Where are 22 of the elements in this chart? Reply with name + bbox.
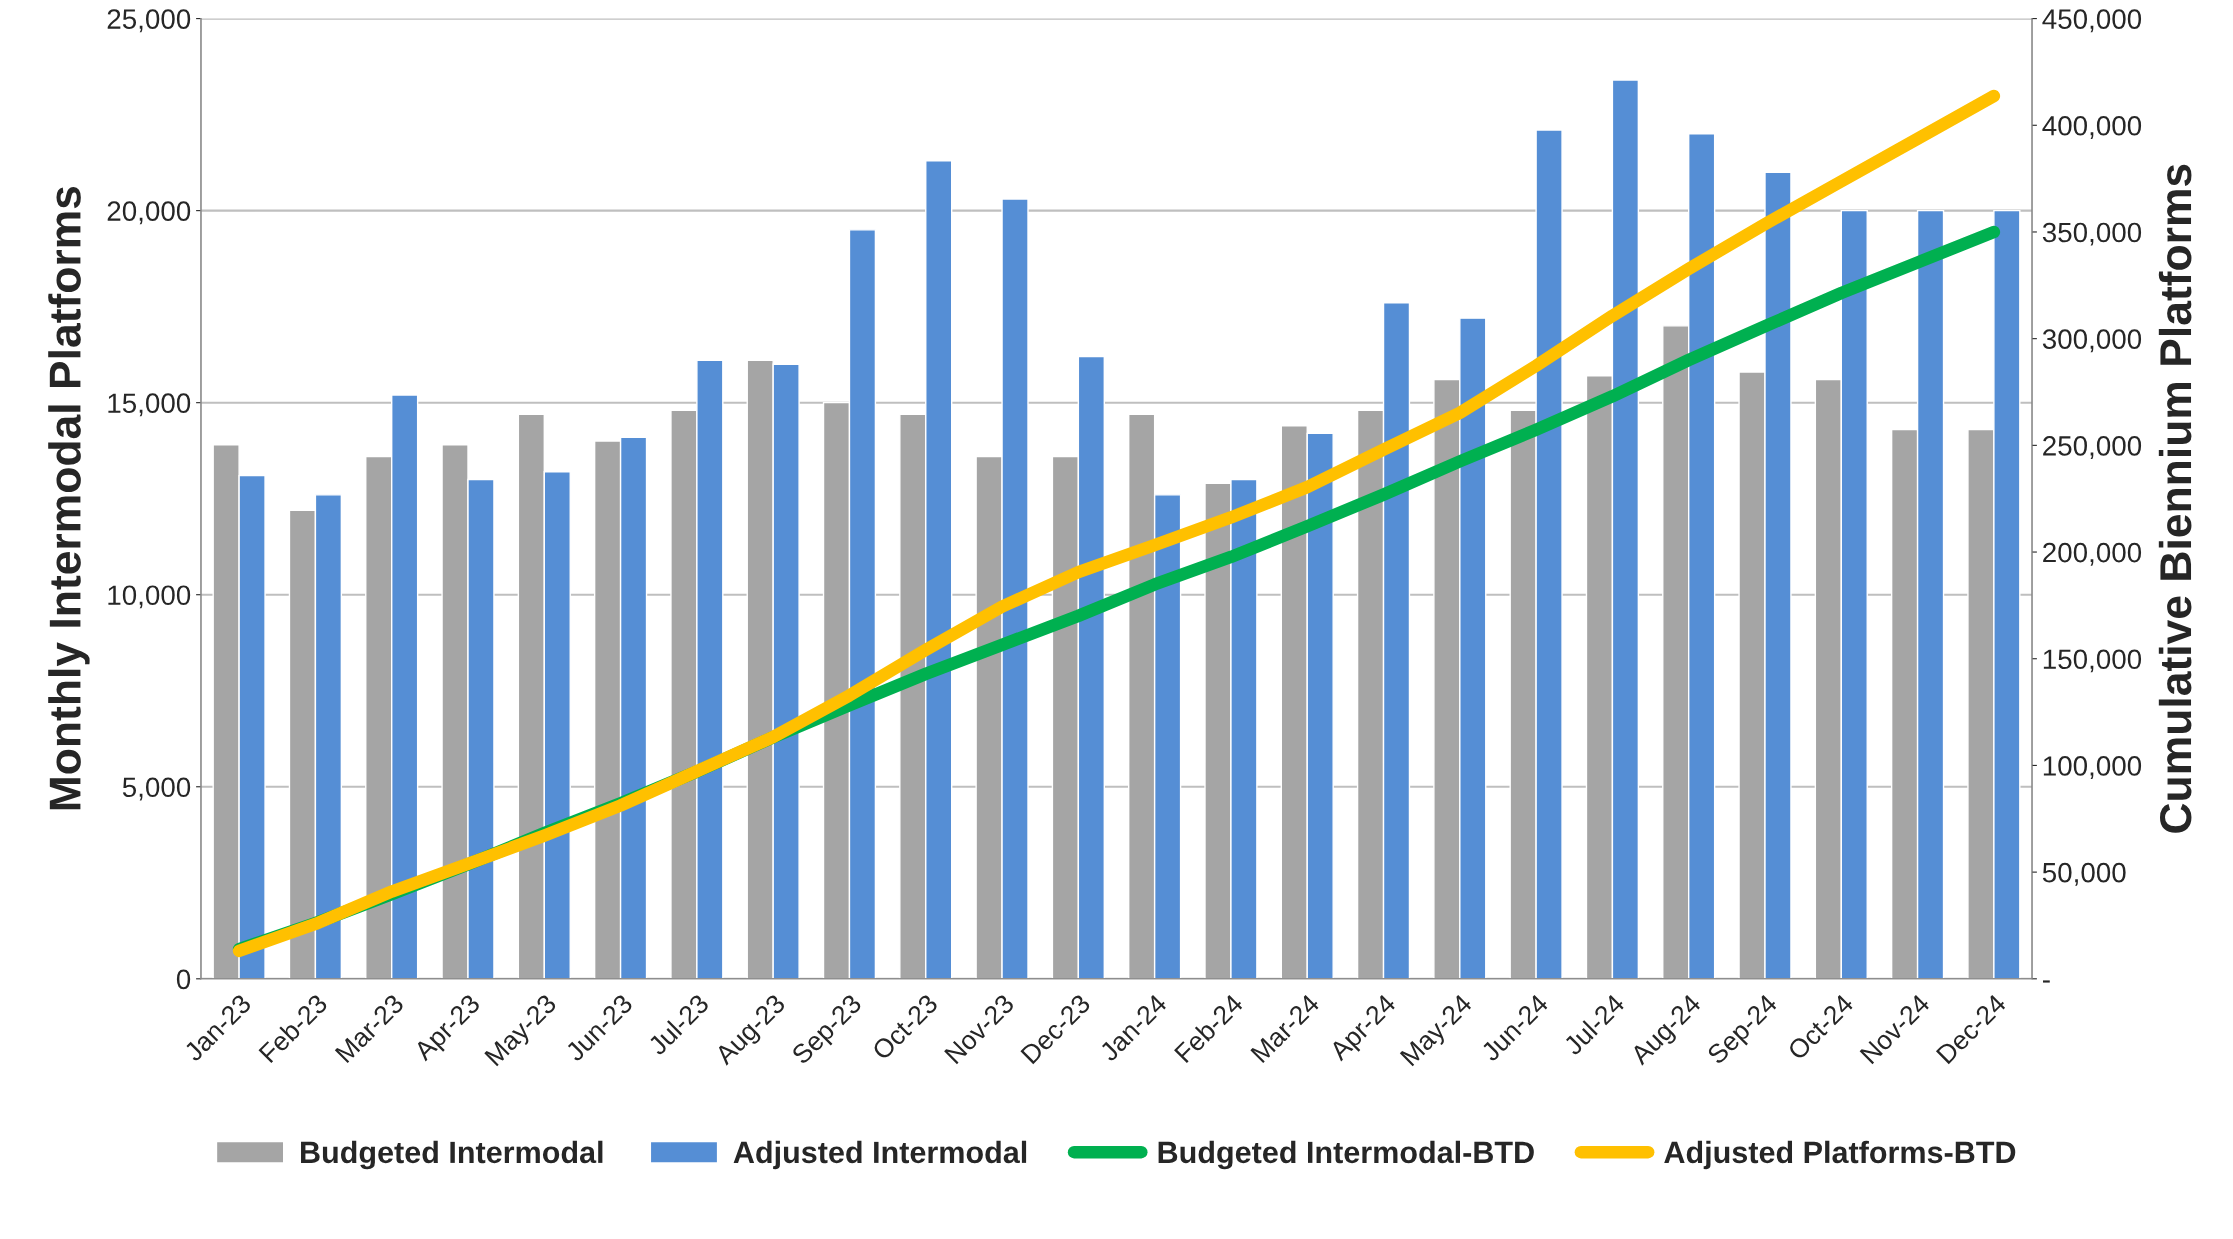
y-tick-label: 15,000: [108, 393, 191, 417]
legend-label: Budgeted Intermodal: [301, 1140, 603, 1170]
y2-tick-label: 150,000: [2043, 649, 2142, 673]
y2-tick-label: 250,000: [2043, 436, 2142, 459]
y2-tick-label: 350,000: [2042, 222, 2142, 246]
y2-tick-label: -: [2042, 980, 2050, 983]
y-tick-label: 0: [176, 969, 191, 990]
y-tick-label: 25,000: [107, 9, 191, 33]
y2-axis-title: Cumulative Biennium Platforms: [2158, 164, 2192, 833]
y2-tick-label: 400,000: [2042, 115, 2142, 139]
y2-tick-label: 50,000: [2042, 862, 2126, 886]
y2-tick-label: 300,000: [2042, 329, 2142, 353]
y-tick-label: 5,000: [122, 777, 191, 801]
legend-label: Adjusted Platforms-BTD: [1664, 1140, 2016, 1170]
y-tick-label: 20,000: [107, 201, 191, 225]
y-tick-label: 10,000: [108, 585, 191, 609]
legend-label: Adjusted Intermodal: [733, 1140, 1027, 1170]
legend-label: Budgeted Intermodal-BTD: [1158, 1140, 1534, 1170]
y2-tick-label: 100,000: [2043, 756, 2142, 780]
y2-tick-label: 200,000: [2043, 542, 2142, 566]
y-axis-title: Monthly Intermodal Platforms: [48, 186, 90, 810]
y2-tick-label: 450,000: [2042, 9, 2142, 33]
